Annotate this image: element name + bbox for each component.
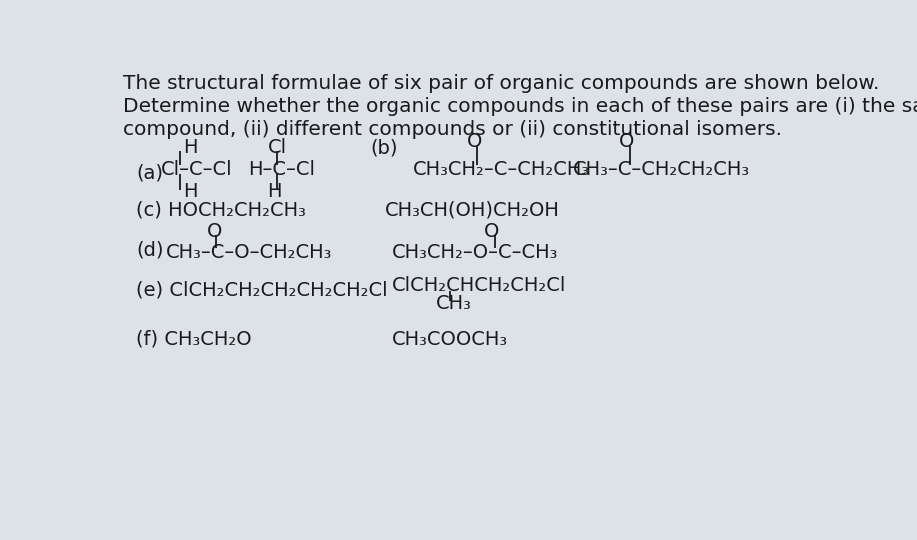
- Text: (d): (d): [136, 240, 163, 259]
- Text: ClCH₂CHCH₂CH₂Cl: ClCH₂CHCH₂CH₂Cl: [392, 276, 566, 295]
- Text: compound, (ii) different compounds or (ii) constitutional isomers.: compound, (ii) different compounds or (i…: [123, 120, 782, 139]
- Text: (e) ClCH₂CH₂CH₂CH₂CH₂Cl: (e) ClCH₂CH₂CH₂CH₂CH₂Cl: [136, 281, 388, 300]
- Text: (a): (a): [136, 164, 163, 183]
- Text: CH₃–C–O–CH₂CH₃: CH₃–C–O–CH₂CH₃: [166, 243, 332, 262]
- Text: H: H: [268, 182, 282, 201]
- Text: (f) CH₃CH₂O: (f) CH₃CH₂O: [136, 330, 251, 349]
- Text: Cl–C–Cl: Cl–C–Cl: [160, 160, 232, 179]
- Text: O: O: [619, 132, 635, 151]
- Text: CH₃–C–CH₂CH₂CH₃: CH₃–C–CH₂CH₂CH₃: [573, 160, 750, 179]
- Text: H–C–Cl: H–C–Cl: [249, 160, 315, 179]
- Text: The structural formulae of six pair of organic compounds are shown below.: The structural formulae of six pair of o…: [123, 74, 879, 93]
- Text: CH₃COOCH₃: CH₃COOCH₃: [392, 330, 508, 349]
- Text: Determine whether the organic compounds in each of these pairs are (i) the same: Determine whether the organic compounds …: [123, 97, 917, 116]
- Text: O: O: [207, 221, 223, 241]
- Text: Cl: Cl: [268, 138, 286, 158]
- Text: CH₃: CH₃: [436, 294, 471, 313]
- Text: O: O: [484, 221, 500, 241]
- Text: CH₃CH₂–O–C–CH₃: CH₃CH₂–O–C–CH₃: [392, 243, 558, 262]
- Text: H: H: [183, 138, 198, 158]
- Text: CH₃CH₂–C–CH₂CH₃: CH₃CH₂–C–CH₂CH₃: [413, 160, 591, 179]
- Text: CH₃CH(OH)CH₂OH: CH₃CH(OH)CH₂OH: [385, 201, 559, 220]
- Text: H: H: [183, 182, 198, 201]
- Text: (b): (b): [370, 138, 398, 158]
- Text: O: O: [467, 132, 481, 151]
- Text: (c) HOCH₂CH₂CH₃: (c) HOCH₂CH₂CH₃: [136, 201, 306, 220]
